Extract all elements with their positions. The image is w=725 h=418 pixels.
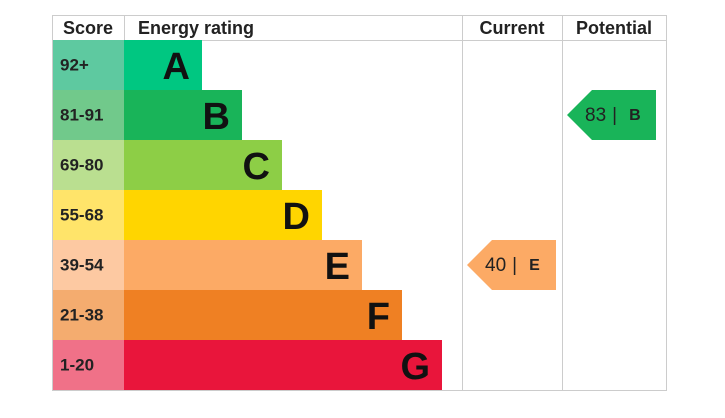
rating-header: Energy rating	[138, 18, 254, 38]
rating-bar	[124, 90, 242, 140]
score-label: 81-91	[60, 106, 103, 125]
potential-separator: |	[612, 105, 617, 126]
rating-bar	[124, 240, 362, 290]
score-header: Score	[63, 18, 113, 38]
score-label: 69-80	[60, 156, 103, 175]
potential-arrow	[567, 90, 656, 140]
score-cell	[53, 340, 124, 390]
rating-letter: B	[203, 96, 230, 138]
score-cell	[53, 140, 124, 190]
score-label: 21-38	[60, 306, 103, 325]
rating-letter: E	[325, 246, 350, 288]
score-cell	[53, 190, 124, 240]
rating-bar	[124, 290, 402, 340]
current-header: Current	[479, 18, 544, 38]
score-label: 55-68	[60, 206, 103, 225]
score-cell	[53, 290, 124, 340]
potential-header: Potential	[576, 18, 652, 38]
rating-letter: G	[400, 346, 430, 388]
rating-letter: F	[367, 296, 390, 338]
score-cell	[53, 40, 124, 90]
rating-bar	[124, 40, 202, 90]
current-value: 40	[485, 255, 506, 276]
rating-bar	[124, 340, 442, 390]
current-label: 40 | E	[485, 255, 540, 276]
rating-letter: C	[243, 146, 270, 188]
current-rating: E	[529, 257, 540, 274]
potential-value: 83	[585, 105, 606, 126]
score-label: 1-20	[60, 356, 94, 375]
score-label: 92+	[60, 56, 89, 75]
current-separator: |	[512, 255, 517, 276]
score-cell	[53, 90, 124, 140]
score-cell	[53, 240, 124, 290]
current-arrow	[467, 240, 556, 290]
rating-bar	[124, 140, 282, 190]
rating-bar	[124, 190, 322, 240]
score-label: 39-54	[60, 256, 104, 275]
potential-rating: B	[629, 107, 641, 124]
rating-letter: D	[283, 196, 310, 238]
rating-letter: A	[163, 46, 190, 88]
potential-label: 83 | B	[585, 105, 641, 126]
grid	[52, 15, 667, 391]
